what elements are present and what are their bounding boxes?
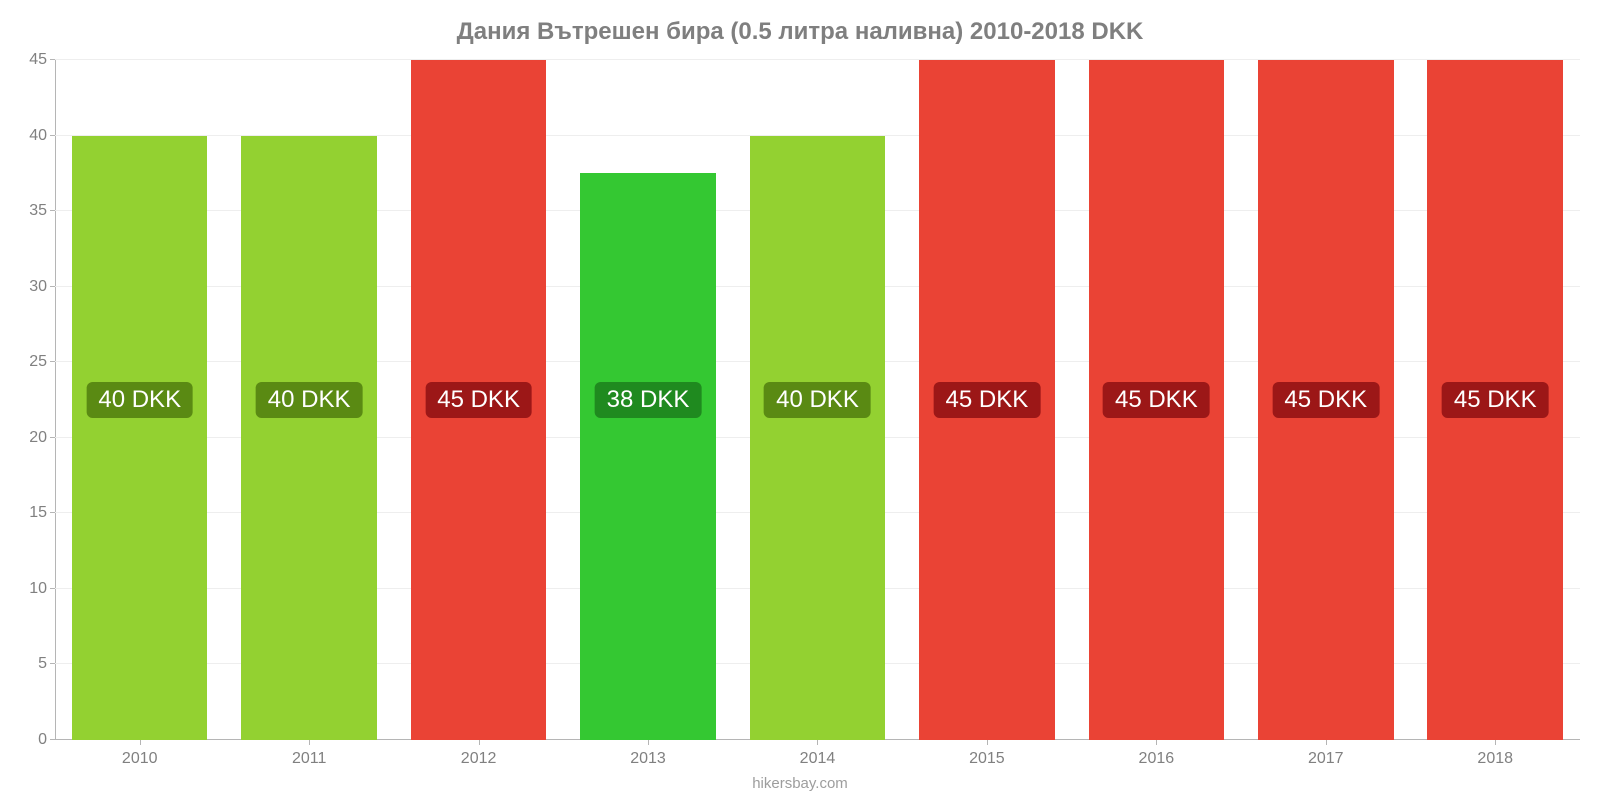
bar-slot: 40 DKK2014 bbox=[733, 60, 902, 740]
bar-slot: 45 DKK2012 bbox=[394, 60, 563, 740]
plot-area: 40 DKK201040 DKK201145 DKK201238 DKK2013… bbox=[55, 60, 1580, 740]
bar-slot: 45 DKK2018 bbox=[1411, 60, 1580, 740]
bar-slot: 45 DKK2016 bbox=[1072, 60, 1241, 740]
bar bbox=[750, 136, 886, 740]
bar-slot: 45 DKK2015 bbox=[902, 60, 1071, 740]
bar-value-label: 45 DKK bbox=[1103, 382, 1210, 418]
chart-title: Дания Вътрешен бира (0.5 литра наливна) … bbox=[0, 0, 1600, 46]
bars-group: 40 DKK201040 DKK201145 DKK201238 DKK2013… bbox=[55, 60, 1580, 740]
bar-value-label: 45 DKK bbox=[1272, 382, 1379, 418]
bar bbox=[580, 173, 716, 740]
y-tick-label: 40 bbox=[29, 127, 55, 145]
y-tick-label: 20 bbox=[29, 429, 55, 447]
x-tick-label: 2013 bbox=[630, 740, 666, 768]
bar-slot: 40 DKK2010 bbox=[55, 60, 224, 740]
x-tick-label: 2012 bbox=[461, 740, 497, 768]
bar-value-label: 38 DKK bbox=[595, 382, 702, 418]
bar bbox=[72, 136, 208, 740]
x-tick-label: 2011 bbox=[292, 740, 326, 768]
x-tick-label: 2018 bbox=[1477, 740, 1513, 768]
y-tick-label: 45 bbox=[29, 51, 55, 69]
x-tick-label: 2015 bbox=[969, 740, 1005, 768]
chart-container: Дания Вътрешен бира (0.5 литра наливна) … bbox=[0, 0, 1600, 800]
y-tick-label: 15 bbox=[29, 504, 55, 522]
bar-slot: 45 DKK2017 bbox=[1241, 60, 1410, 740]
bar-value-label: 45 DKK bbox=[934, 382, 1041, 418]
y-tick-label: 35 bbox=[29, 202, 55, 220]
bar-value-label: 40 DKK bbox=[86, 382, 193, 418]
bar-value-label: 40 DKK bbox=[256, 382, 363, 418]
bar-value-label: 40 DKK bbox=[764, 382, 871, 418]
bar-slot: 38 DKK2013 bbox=[563, 60, 732, 740]
y-tick-label: 5 bbox=[38, 655, 55, 673]
attribution: hikersbay.com bbox=[0, 775, 1600, 792]
bar-value-label: 45 DKK bbox=[425, 382, 532, 418]
bar-value-label: 45 DKK bbox=[1442, 382, 1549, 418]
bar bbox=[241, 136, 377, 740]
y-tick-label: 25 bbox=[29, 353, 55, 371]
y-tick-label: 10 bbox=[29, 580, 55, 598]
y-tick-label: 0 bbox=[38, 731, 55, 749]
x-tick-label: 2014 bbox=[800, 740, 836, 768]
y-tick-label: 30 bbox=[29, 278, 55, 296]
x-tick-label: 2010 bbox=[122, 740, 158, 768]
x-tick-label: 2017 bbox=[1308, 740, 1344, 768]
bar-slot: 40 DKK2011 bbox=[224, 60, 393, 740]
x-tick-label: 2016 bbox=[1139, 740, 1175, 768]
